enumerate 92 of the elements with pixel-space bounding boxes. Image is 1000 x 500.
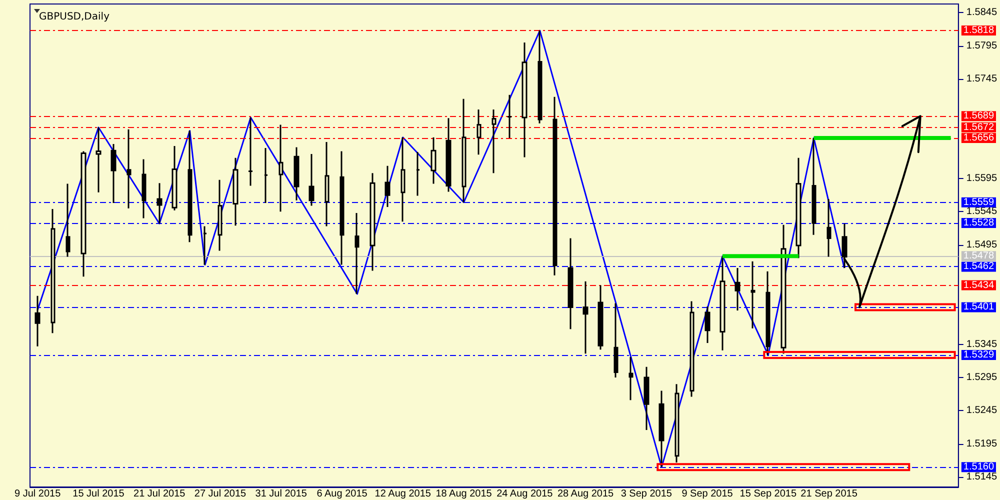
candlestick [142, 158, 146, 220]
x-tick-label: 6 Aug 2015 [316, 488, 368, 500]
candlestick [538, 30, 542, 124]
ref-line-label: 1.5434 [963, 280, 994, 291]
x-tick-label: 24 Aug 2015 [496, 488, 554, 500]
candlestick [232, 157, 238, 226]
candlestick [734, 267, 740, 312]
y-tick-label: 1.5295 [966, 372, 998, 384]
candlestick [110, 143, 116, 204]
candlestick [690, 300, 694, 398]
candlestick [552, 96, 558, 276]
candlestick [598, 284, 604, 350]
candlestick [476, 108, 482, 156]
candlestick [34, 295, 40, 348]
y-tick-label: 1.5545 [966, 206, 998, 218]
x-tick-label: 12 Aug 2015 [374, 488, 432, 500]
ref-line-label: 1.5401 [963, 302, 994, 313]
ref-line-label: 1.5478 [963, 250, 994, 262]
candlestick [416, 151, 420, 196]
candlestick [278, 124, 284, 212]
text: GBPUSD,Daily [39, 12, 110, 22]
ref-line-label: 1.5462 [963, 261, 994, 272]
candlestick [644, 366, 650, 431]
ref-line-label: 1.5818 [963, 25, 994, 36]
candlestick [354, 212, 360, 295]
x-tick-label: 9 Sep 2015 [682, 488, 734, 500]
candlestick [506, 94, 512, 139]
ref-line-label: 1.5689 [963, 110, 994, 122]
y-tick-label: 1.5345 [966, 338, 998, 350]
candlestick [492, 108, 496, 174]
x-tick-label: 28 Aug 2015 [557, 488, 614, 500]
candlestick [400, 136, 406, 222]
candlestick [658, 390, 664, 468]
y-tick-label: 1.5595 [966, 172, 998, 184]
x-tick-label: 15 Sep 2015 [740, 488, 797, 500]
x-tick-label: 9 Jul 2015 [14, 488, 62, 500]
candlestick [80, 150, 86, 278]
x-tick-label: 15 Jul 2015 [72, 488, 125, 500]
candlestick [674, 383, 680, 464]
candlestick [96, 126, 102, 194]
x-tick-label: 27 Jul 2015 [194, 488, 247, 500]
candlestick [384, 165, 390, 208]
candlestick [614, 302, 618, 378]
candlestick [308, 153, 314, 206]
candlestick [264, 147, 268, 204]
candlestick [188, 130, 192, 243]
candlestick [294, 146, 300, 202]
ref-line-label: 1.5559 [963, 196, 994, 208]
candlestick [340, 150, 344, 266]
candlestick [826, 198, 832, 258]
ref-line-label: 1.5656 [963, 132, 994, 144]
candlestick [568, 237, 574, 330]
ref-line-label: 1.5329 [963, 349, 994, 360]
candlestick [842, 222, 848, 269]
y-tick-label: 1.5145 [966, 472, 998, 483]
candlestick [446, 117, 452, 193]
candlestick [202, 226, 208, 266]
y-tick-label: 1.5795 [966, 40, 998, 52]
ref-line-label: 1.5672 [963, 122, 994, 133]
candlestick [66, 183, 70, 258]
candlestick [582, 280, 588, 354]
candlestick [370, 172, 376, 272]
candlestick [720, 255, 726, 352]
candlestick [248, 116, 254, 187]
candlestick [218, 179, 222, 252]
candlestick [704, 306, 710, 344]
candlestick [766, 270, 770, 356]
ref-line-label: 1.5528 [963, 217, 994, 228]
y-tick-label: 1.5195 [966, 438, 998, 450]
x-tick-label: 21 Jul 2015 [134, 488, 186, 500]
candlestick [522, 42, 528, 158]
x-tick-label: 21 Sep 2015 [800, 488, 858, 500]
y-tick-label: 1.5245 [966, 405, 998, 416]
candlestick [750, 260, 756, 330]
candlestick [172, 145, 178, 212]
y-tick-label: 1.5495 [966, 239, 998, 250]
x-tick-label: 31 Jul 2015 [255, 488, 308, 500]
candlestick [462, 98, 466, 204]
candlestick [796, 157, 802, 259]
y-tick-label: 1.5745 [966, 73, 998, 84]
candlestick [812, 137, 816, 236]
candlestick [156, 182, 162, 224]
candlestick [126, 128, 132, 210]
candlestick [780, 224, 786, 354]
candlestick [628, 356, 634, 401]
x-tick-label: 3 Sep 2015 [620, 488, 672, 500]
candlestick [324, 141, 330, 228]
candlestick [50, 208, 56, 334]
ref-line-label: 1.5160 [963, 462, 994, 473]
x-tick-label: 18 Aug 2015 [436, 488, 492, 500]
candlestick [430, 136, 436, 185]
y-tick-label: 1.5845 [966, 7, 998, 18]
